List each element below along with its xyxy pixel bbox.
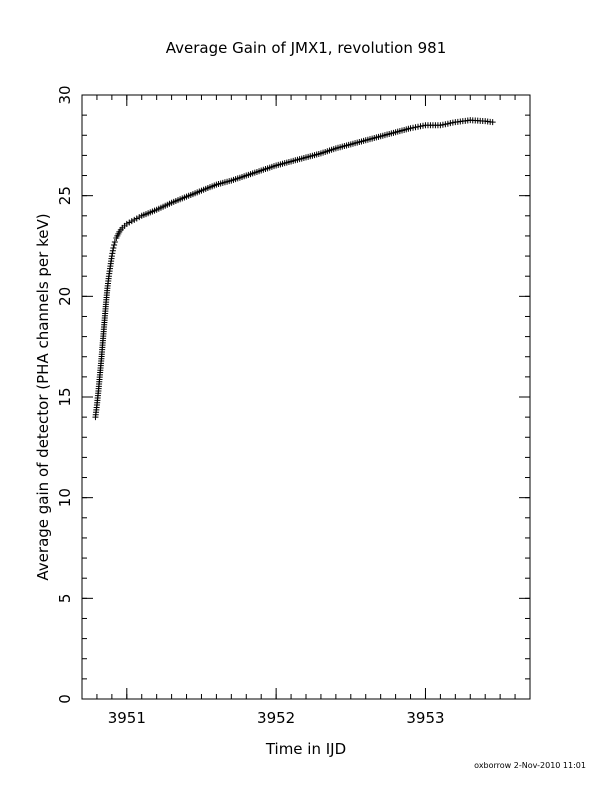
- x-tick-labels: 3951 3952 3953: [108, 709, 445, 727]
- x-tick-label: 3951: [108, 709, 146, 727]
- footer-timestamp: oxborrow 2-Nov-2010 11:01: [474, 761, 586, 770]
- data-point: [111, 238, 118, 245]
- data-series: [92, 117, 496, 421]
- x-tick-label: 3952: [257, 709, 295, 727]
- y-tick-labels: 0 5 10 15 20 25 30: [56, 85, 74, 703]
- major-ticks: [82, 94, 530, 700]
- data-point: [489, 119, 496, 126]
- y-tick-label: 20: [56, 287, 74, 306]
- y-tick-label: 15: [56, 387, 74, 406]
- data-point: [110, 245, 117, 252]
- x-tick-label: 3953: [406, 709, 444, 727]
- y-axis-label: Average gain of detector (PHA channels p…: [34, 213, 52, 580]
- x-axis-label: Time in IJD: [265, 740, 346, 758]
- y-tick-label: 0: [56, 694, 74, 704]
- y-tick-label: 10: [56, 488, 74, 507]
- y-tick-label: 5: [56, 594, 74, 604]
- y-tick-label: 25: [56, 186, 74, 205]
- chart-title: Average Gain of JMX1, revolution 981: [166, 39, 447, 57]
- plot-frame: [81, 94, 531, 700]
- y-tick-label: 30: [56, 85, 74, 104]
- minor-ticks: [81, 94, 531, 700]
- data-point: [111, 241, 118, 248]
